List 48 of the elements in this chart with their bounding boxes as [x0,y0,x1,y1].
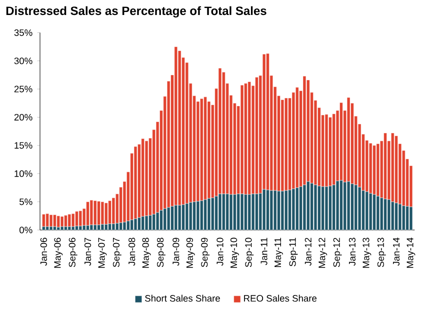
x-tick-label: Jan-08 [128,238,136,266]
bar [60,216,64,227]
bar [78,210,82,226]
x-tick-label: Jan-06 [40,238,47,266]
bar [75,211,78,226]
x-tick-label: Jan-09 [172,238,180,266]
x-tick-label: May-06 [54,238,63,268]
y-tick-label: 35% [14,29,32,36]
x-tick-label: Sep-12 [333,238,342,268]
legend-label: Short Sales Share [145,294,220,302]
x-tick-label: Jan-12 [304,238,312,266]
x-tick-label: Sep-09 [201,238,210,268]
y-tick-label: 5% [20,198,32,206]
x-tick-label: May-07 [98,238,107,268]
x-tick-label: Jan-07 [84,238,92,266]
x-tick-label: May-12 [318,238,328,268]
y-tick-label: 20% [14,114,32,121]
bar [49,214,53,227]
y-tick-label: 25% [14,86,32,92]
x-tick-label: Sep-08 [157,238,166,268]
bar [68,214,71,227]
legend-label: REO Sales Share [244,294,317,302]
x-tick-label: Sep-07 [112,238,122,268]
y-tick-label: 30% [14,58,32,64]
x-tick-label: Jan-13 [348,238,356,266]
chart-title: Distressed Sales as Percentage of Total Sales [6,6,266,18]
x-tick-label: May-14 [406,238,416,268]
bar [56,216,60,228]
x-tick-label: Sep-13 [377,238,386,268]
y-tick-label: 0% [19,226,32,234]
y-tick-label: 15% [14,142,32,149]
bar [53,214,56,227]
x-tick-label: May-11 [274,238,283,268]
x-tick-label: Jan-10 [216,238,224,266]
x-tick-label: Sep-10 [245,238,254,268]
bar [42,214,46,227]
bar [46,214,49,227]
bar [71,214,75,227]
x-tick-label: Sep-06 [68,238,78,268]
x-tick-label: Jan-11 [260,238,268,266]
x-tick-label: Sep-11 [289,238,298,266]
x-tick-label: May-08 [142,238,151,268]
x-tick-label: May-09 [186,238,195,268]
y-tick-label: 10% [14,170,32,177]
x-tick-label: Jan-14 [393,238,400,266]
x-tick-label: May-13 [362,238,372,268]
bar [64,215,68,227]
x-tick-label: May-10 [230,238,239,268]
